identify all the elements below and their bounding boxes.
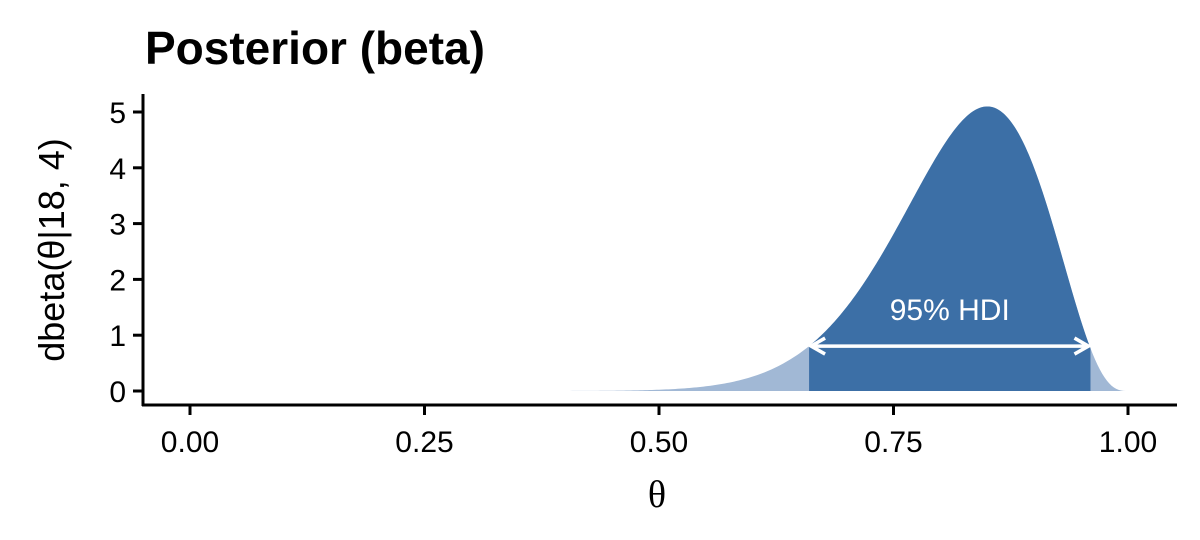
x-tick-label-1: 0.25 bbox=[395, 426, 453, 459]
plot-area: 95% HDI 0.00 0.25 0.50 0.75 1.00 0 1 2 3 4 5 bbox=[109, 94, 1177, 459]
y-tick-label-5: 5 bbox=[109, 97, 126, 130]
hdi-label: 95% HDI bbox=[890, 294, 1010, 327]
x-tick-label-3: 0.75 bbox=[864, 426, 922, 459]
y-tick-label-3: 3 bbox=[109, 209, 126, 242]
y-tick-label-0: 0 bbox=[109, 376, 126, 409]
x-tick-label-0: 0.00 bbox=[161, 426, 219, 459]
hdi-area bbox=[809, 106, 1090, 391]
y-tick-label-4: 4 bbox=[109, 153, 126, 186]
chart-title: Posterior (beta) bbox=[145, 22, 485, 74]
x-tick-label-4: 1.00 bbox=[1099, 426, 1157, 459]
x-tick-label-2: 0.50 bbox=[630, 426, 688, 459]
y-tick-label-1: 1 bbox=[109, 320, 126, 353]
y-tick-label-2: 2 bbox=[109, 264, 126, 297]
x-axis-label: θ bbox=[648, 474, 666, 516]
y-axis-label: dbeta(θ|18, 4) bbox=[31, 138, 72, 362]
